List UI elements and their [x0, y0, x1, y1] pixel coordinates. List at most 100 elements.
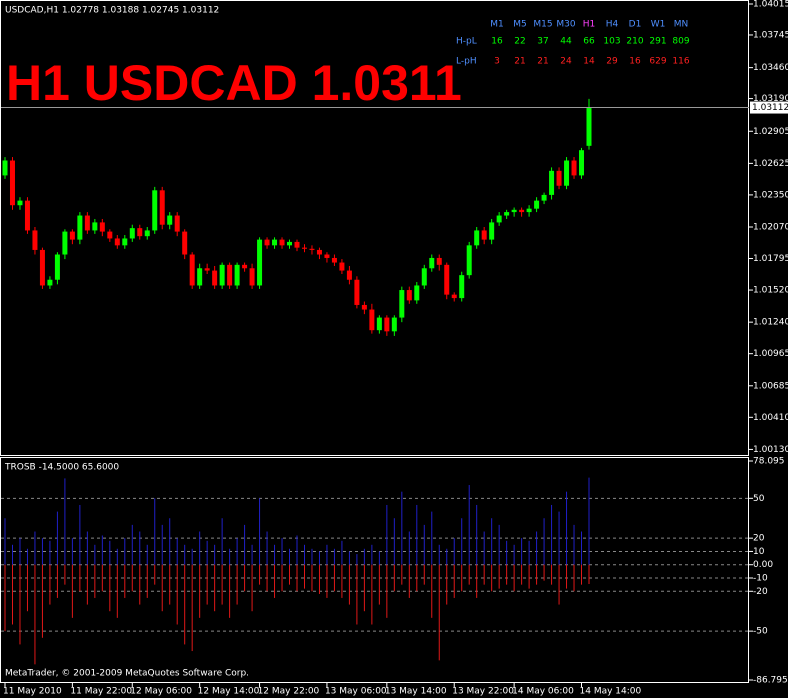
candle-body [459, 275, 465, 299]
table-row-label: H-pL [456, 37, 477, 47]
table-cell: 24 [560, 57, 572, 67]
candle-body [24, 200, 30, 231]
x-tick-label: 12 May 22:00 [258, 687, 320, 697]
y-tick-label: 1.01240 [753, 318, 788, 328]
y-tick-label: 1.02350 [753, 190, 788, 200]
candle-body [227, 264, 233, 286]
candle-body [301, 247, 307, 249]
table-cell: 14 [583, 57, 595, 67]
candle-body [361, 304, 367, 310]
candle-body [309, 248, 315, 250]
candle-body [32, 230, 38, 250]
candle-body [17, 200, 23, 206]
y-tick-label: -50 [753, 627, 768, 637]
table-row-label: L-pH [456, 57, 477, 67]
candle-body [429, 257, 435, 269]
candle-body [496, 215, 502, 223]
y-tick-label: -20 [753, 587, 768, 597]
candle-body [481, 230, 487, 240]
x-tick-label: 11 May 22:00 [70, 687, 132, 697]
y-tick-label: 1.00410 [753, 413, 788, 423]
candle-body [84, 215, 90, 231]
y-tick-label: 1.00685 [753, 381, 788, 391]
y-tick-label: 10 [753, 547, 765, 557]
candle-body [144, 230, 150, 237]
candle-body [474, 230, 480, 246]
candle-body [129, 228, 135, 239]
candle-body [287, 241, 293, 246]
copyright: MetaTrader, © 2001-2009 MetaQuotes Softw… [5, 669, 249, 679]
indicator-title: TROSB -14.5000 65.6000 [4, 463, 119, 473]
y-tick-label: 1.00965 [753, 349, 788, 359]
price-tag-bg [750, 101, 788, 114]
y-tick-label: 1.02070 [753, 223, 788, 233]
candle-body [54, 254, 60, 280]
candle-body [272, 239, 278, 246]
candle-body [279, 239, 285, 246]
candle-body [62, 231, 68, 255]
x-tick-label: 12 May 06:00 [130, 687, 192, 697]
price-tag: 1.03112 [752, 103, 788, 113]
candle-body [534, 200, 540, 209]
candle-body [92, 222, 98, 231]
indicator-pane [0, 457, 749, 683]
candle-body [354, 279, 360, 305]
x-tick-label: 12 May 14:00 [198, 687, 260, 697]
candle-body [436, 257, 442, 265]
candle-body [69, 231, 75, 240]
table-header: H4 [606, 20, 619, 30]
table-header: M15 [533, 20, 552, 30]
table-cell: 66 [583, 37, 595, 47]
candle-body [212, 270, 218, 286]
candle-body [571, 160, 577, 176]
candle-body [167, 215, 173, 225]
table-cell: 44 [560, 37, 572, 47]
table-cell: 291 [649, 37, 666, 47]
x-tick-label: 14 May 14:00 [580, 687, 642, 697]
candle-body [549, 170, 555, 195]
y-tick-label: 1.03190 [753, 94, 788, 104]
candle-body [77, 215, 83, 240]
y-tick-label: 1.01795 [753, 254, 788, 264]
candle-body [339, 262, 345, 271]
candle-body [182, 231, 188, 255]
table-cell: 16 [629, 57, 641, 67]
table-cell: 3 [494, 57, 500, 67]
candle-body [526, 208, 532, 213]
x-tick-label: 13 May 14:00 [385, 687, 447, 697]
candle-body [257, 239, 263, 286]
candle-body [451, 294, 457, 299]
table-cell: 21 [537, 57, 548, 67]
candle-body [122, 238, 128, 246]
candle-body [331, 257, 337, 263]
table-header: W1 [651, 20, 666, 30]
x-tick-label: 13 May 22:00 [452, 687, 514, 697]
y-tick-label: 1.02905 [753, 127, 788, 137]
table-cell: 16 [491, 37, 503, 47]
table-cell: 29 [606, 57, 618, 67]
y-tick-label: 1.03460 [753, 63, 788, 73]
table-header: M30 [556, 20, 575, 30]
candle-body [204, 268, 210, 271]
table-cell: 21 [514, 57, 525, 67]
y-tick-label: 1.04015 [753, 0, 788, 10]
candle-body [391, 317, 397, 332]
table-cell: 37 [537, 37, 548, 47]
candle-body [9, 160, 15, 206]
candle-body [586, 107, 592, 146]
candle-body [346, 270, 352, 280]
candle-body [406, 290, 412, 301]
x-tick-label: 11 May 2010 [3, 687, 62, 697]
candle-body [511, 209, 517, 213]
table-header: D1 [629, 20, 642, 30]
candle-body [249, 268, 255, 286]
candle-body [114, 238, 120, 246]
y-tick-label: 78.095 [753, 457, 785, 467]
candle-body [174, 215, 180, 232]
candle-body [189, 254, 195, 286]
candle-body [39, 249, 45, 286]
table-cell: 22 [514, 37, 525, 47]
table-cell: 116 [672, 57, 689, 67]
candle-body [152, 190, 158, 231]
